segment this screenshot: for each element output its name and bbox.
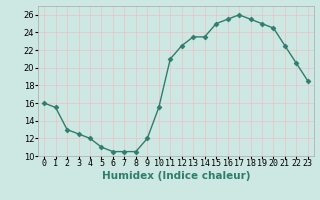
X-axis label: Humidex (Indice chaleur): Humidex (Indice chaleur) bbox=[102, 171, 250, 181]
